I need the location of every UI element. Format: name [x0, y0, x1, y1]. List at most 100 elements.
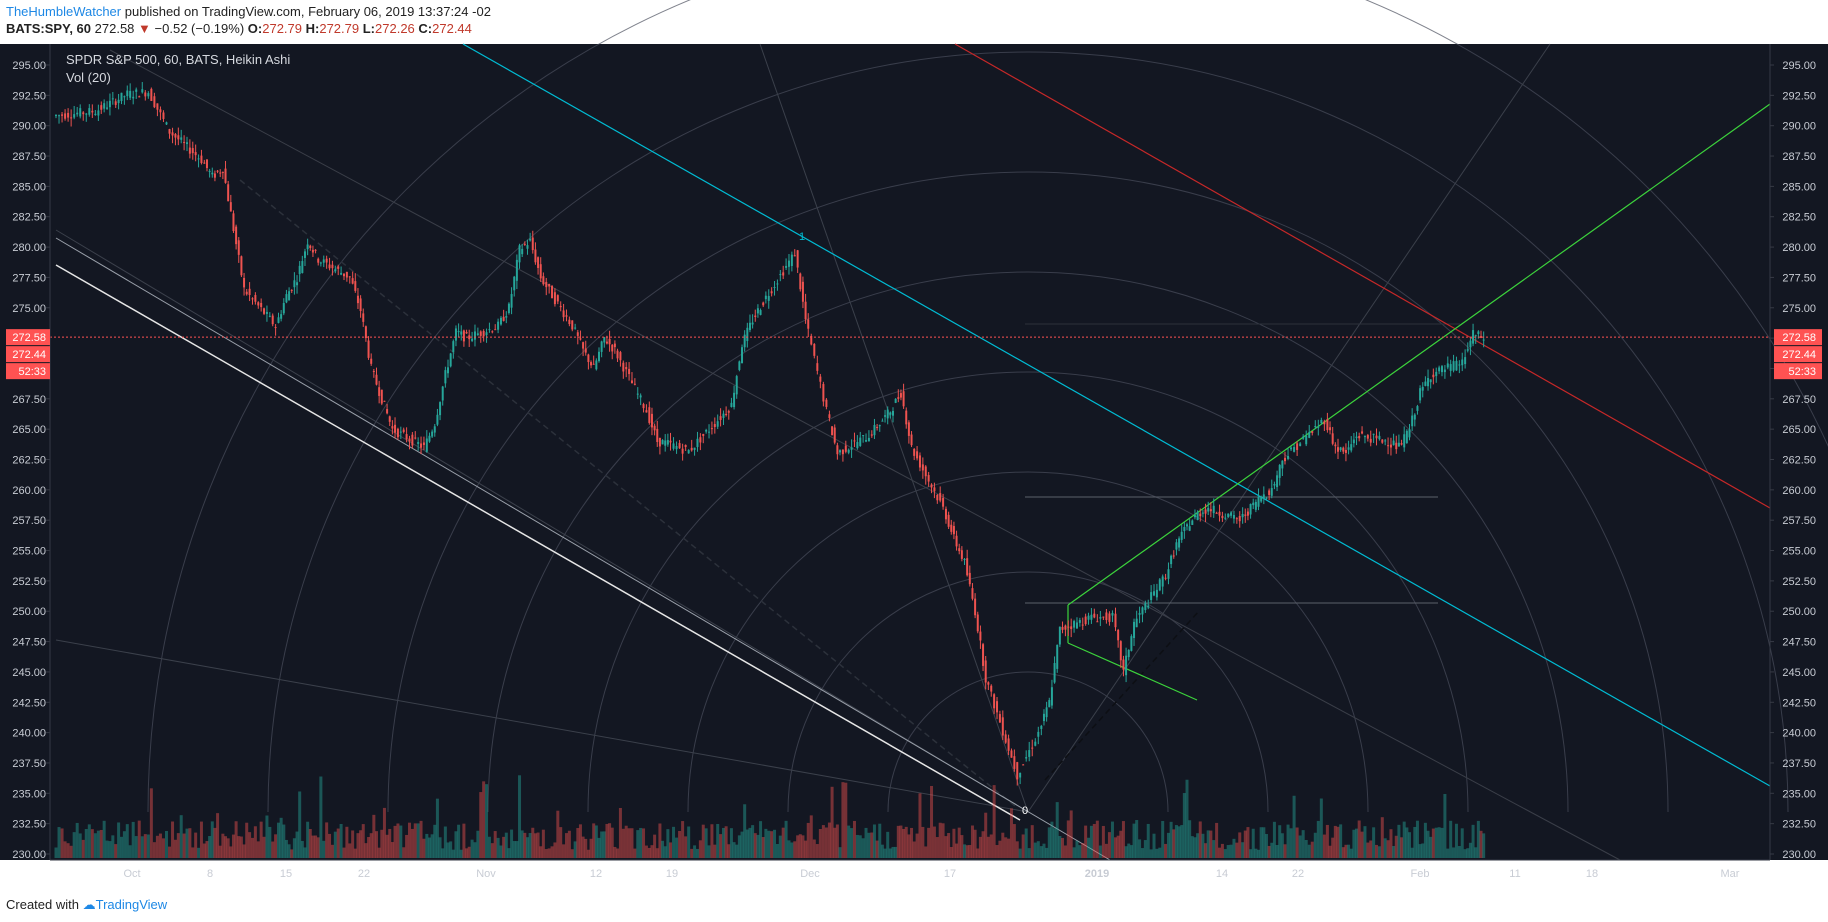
candle-body — [816, 363, 819, 371]
volume-bar — [105, 840, 109, 858]
candle-body — [722, 413, 725, 418]
candle-body — [1302, 436, 1305, 439]
volume-bar — [171, 821, 175, 858]
candle-body — [168, 129, 171, 134]
candle-body — [1296, 443, 1299, 450]
volume-bar — [202, 843, 206, 858]
candle-body — [756, 308, 759, 314]
candle-body — [325, 258, 328, 263]
candle-body — [553, 292, 556, 305]
candle-body — [171, 132, 174, 136]
candle-body — [285, 294, 288, 303]
volume-bar — [1476, 820, 1480, 858]
volume-bar — [1166, 832, 1170, 858]
volume-bar — [185, 828, 189, 858]
volume-bar — [351, 830, 355, 858]
candle-body — [579, 338, 582, 340]
candle-body — [123, 96, 126, 98]
volume-bar — [369, 833, 373, 858]
candle-body — [1016, 762, 1019, 780]
volume-bar — [1304, 840, 1308, 858]
volume-bar — [99, 829, 103, 858]
volume-bar — [1007, 838, 1011, 858]
candle-body — [1249, 503, 1252, 515]
candle-body — [162, 112, 165, 119]
candle-body — [205, 159, 208, 169]
volume-bar — [319, 776, 323, 858]
tradingview-logo-icon[interactable]: ☁ — [82, 897, 96, 912]
volume-bar — [1188, 820, 1192, 858]
volume-bar — [809, 815, 813, 858]
candle-body — [1408, 429, 1411, 438]
candle-body — [1320, 419, 1323, 424]
candle-body — [1178, 538, 1181, 548]
candle-body — [191, 148, 194, 154]
volume-bar — [1454, 823, 1458, 858]
volume-bar — [1206, 830, 1210, 858]
volume-bar — [1132, 823, 1136, 858]
candle-body — [548, 283, 551, 287]
candle-body — [309, 245, 312, 249]
tradingview-link[interactable]: TradingView — [95, 897, 168, 912]
candle-body — [645, 410, 648, 413]
volume-bar — [1421, 843, 1425, 858]
candle-body — [1050, 687, 1053, 706]
right-price-tick: 287.50 — [1782, 151, 1816, 163]
candle-body — [91, 110, 94, 113]
author-link[interactable]: TheHumbleWatcher — [6, 4, 122, 19]
volume-bar — [311, 835, 315, 858]
volume-bar — [944, 836, 948, 858]
volume-bar — [924, 846, 928, 858]
volume-bar — [1075, 840, 1079, 858]
volume-bar — [627, 828, 631, 858]
candle-body — [1281, 460, 1284, 469]
volume-bar — [850, 828, 854, 858]
candle-body — [449, 353, 452, 367]
candle-body — [1461, 359, 1464, 366]
candle-body — [485, 332, 488, 336]
candle-body — [743, 334, 746, 348]
volume-bar — [743, 804, 747, 858]
candle-body — [331, 264, 334, 269]
volume-bar — [441, 848, 445, 858]
volume-bar — [1182, 793, 1186, 858]
candle-body — [727, 411, 730, 413]
volume-bar — [1339, 824, 1343, 858]
candle-body — [141, 89, 144, 93]
open-label: O: — [247, 21, 263, 36]
candle-body — [340, 272, 343, 275]
candle-body — [1135, 618, 1138, 628]
candle-body — [1273, 483, 1276, 486]
volume-bar — [1177, 826, 1181, 858]
volume-bar — [1452, 847, 1456, 858]
candle-body — [785, 265, 788, 268]
candle-body — [1254, 501, 1257, 510]
candle-body — [132, 96, 135, 99]
candle-body — [993, 694, 996, 709]
candle-body — [933, 487, 936, 492]
candle-body — [1361, 431, 1364, 434]
candle-body — [696, 438, 699, 448]
candle-body — [592, 363, 595, 365]
candle-body — [1308, 432, 1311, 438]
candle-body — [1305, 435, 1308, 445]
candle-body — [61, 114, 64, 116]
volume-bar — [984, 812, 988, 858]
candle-body — [388, 416, 391, 422]
candle-body — [619, 352, 622, 361]
candle-body — [1452, 361, 1455, 371]
green-channel-line — [1067, 642, 1198, 701]
candle-body — [833, 427, 836, 443]
volume-bar — [915, 833, 919, 858]
volume-bar — [737, 835, 741, 858]
candle-body — [976, 614, 979, 632]
volume-bar — [502, 836, 506, 858]
volume-bar — [1341, 847, 1345, 858]
candle-body — [1105, 612, 1108, 621]
candle-body — [708, 431, 711, 433]
right-price-tick: 267.50 — [1782, 394, 1816, 406]
volume-bar — [910, 827, 914, 858]
close-value: 272.44 — [432, 21, 472, 36]
candle-body — [144, 92, 147, 97]
